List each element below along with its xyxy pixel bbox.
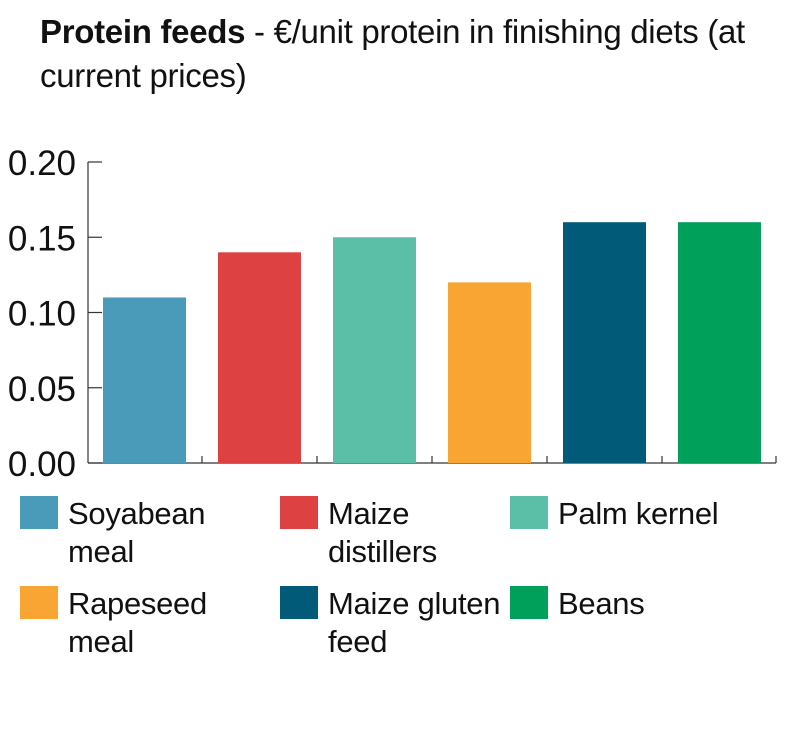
bar-maize-gluten-feed: [563, 222, 646, 463]
legend-label: Rapeseed meal: [68, 586, 207, 659]
y-tick-label: 0.15: [8, 219, 76, 258]
legend-label: Beans: [558, 586, 645, 621]
y-tick-label: 0.05: [8, 370, 76, 409]
legend-label: Maize distillers: [328, 496, 437, 569]
bar-beans: [678, 222, 761, 463]
title-bold: Protein feeds: [40, 13, 246, 50]
bar-chart: 0.00 0.05 0.10 0.15 0.20: [8, 144, 777, 480]
y-tick-label: 0.00: [8, 445, 76, 480]
legend-swatch: [20, 586, 58, 619]
legend-swatch: [280, 586, 318, 619]
legend-swatch: [510, 586, 548, 619]
bar-palm-kernel: [333, 237, 416, 463]
legend-label: Palm kernel: [558, 496, 719, 531]
bar-rapeseed-meal: [448, 282, 531, 463]
legend-item: Beans: [510, 585, 748, 623]
legend-item: Palm kernel: [510, 495, 748, 533]
legend-label: Maize gluten feed: [328, 586, 501, 659]
legend-swatch: [280, 496, 318, 529]
legend-item: Rapeseed meal: [20, 585, 258, 661]
chart-title: Protein feeds - €/unit protein in finish…: [40, 10, 790, 98]
y-tick-label: 0.10: [8, 295, 76, 334]
legend-item: Maize distillers: [280, 495, 518, 571]
legend-swatch: [510, 496, 548, 529]
bar-maize-distillers: [218, 252, 301, 463]
title-rest: - €/unit protein in finishing diets (at …: [40, 13, 745, 94]
y-tick-label: 0.20: [8, 144, 76, 183]
legend-item: Maize gluten feed: [280, 585, 518, 661]
legend-label: Soyabean meal: [68, 496, 206, 569]
legend-item: Soyabean meal: [20, 495, 258, 571]
legend-swatch: [20, 496, 58, 529]
bar-soyabean-meal: [103, 297, 186, 463]
